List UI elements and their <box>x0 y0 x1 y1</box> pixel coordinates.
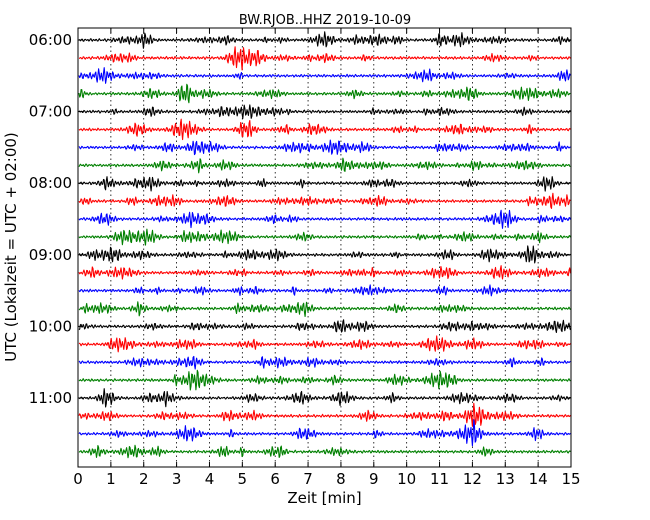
trace-line <box>78 67 571 84</box>
trace-line <box>78 176 571 192</box>
trace-line <box>78 104 571 119</box>
trace-line <box>78 444 571 459</box>
x-tick-label: 5 <box>238 470 248 488</box>
trace-lines <box>78 31 571 459</box>
trace-line <box>78 284 571 297</box>
trace-line <box>78 355 571 370</box>
y-axis-ticks: 06:00 07:00 08:00 09:00 10:00 11:00 <box>29 31 571 407</box>
trace-line <box>78 139 571 156</box>
x-tick-label: 3 <box>172 470 182 488</box>
x-tick-label: 6 <box>270 470 280 488</box>
trace-line <box>78 46 571 71</box>
trace-line <box>78 228 571 246</box>
trace-line <box>78 192 571 209</box>
plot-frame <box>77 27 572 468</box>
x-tick-label: 13 <box>496 470 515 488</box>
x-tick-label: 15 <box>561 470 580 488</box>
y-tick-label: 09:00 <box>29 246 72 264</box>
trace-line <box>78 301 571 318</box>
x-tick-label: 12 <box>463 470 482 488</box>
trace-line <box>78 388 571 408</box>
y-tick-label: 07:00 <box>29 103 72 121</box>
x-tick-label: 0 <box>73 470 83 488</box>
x-tick-label: 14 <box>529 470 548 488</box>
y-tick-label: 10:00 <box>29 317 72 335</box>
y-tick-label: 11:00 <box>29 389 72 407</box>
y-axis-label: UTC (Lokalzeit = UTC + 02:00) <box>2 132 20 362</box>
x-tick-label: 10 <box>397 470 416 488</box>
trace-line <box>78 83 571 104</box>
trace-line <box>78 335 571 353</box>
x-tick-label: 7 <box>303 470 313 488</box>
chart-title: BW.RJOB..HHZ 2019-10-09 <box>239 13 411 28</box>
trace-line <box>78 209 571 229</box>
x-tick-label: 11 <box>430 470 449 488</box>
x-axis-ticks: 0 1 2 3 4 5 6 7 8 9 10 11 12 13 14 15 <box>73 28 581 488</box>
trace-line <box>78 402 571 427</box>
x-tick-label: 9 <box>369 470 379 488</box>
trace-line <box>78 319 571 334</box>
trace-line <box>78 118 571 141</box>
x-axis-label: Zeit [min] <box>287 489 361 507</box>
y-tick-label: 08:00 <box>29 174 72 192</box>
trace-line <box>78 245 571 264</box>
trace-line <box>78 265 571 280</box>
x-tick-label: 8 <box>336 470 346 488</box>
trace-line <box>78 369 571 391</box>
trace-line <box>78 31 571 49</box>
y-tick-label: 06:00 <box>29 31 72 49</box>
trace-line <box>78 157 571 174</box>
x-tick-label: 1 <box>106 470 116 488</box>
x-tick-label: 4 <box>205 470 215 488</box>
x-tick-label: 2 <box>139 470 149 488</box>
trace-line <box>78 419 571 447</box>
